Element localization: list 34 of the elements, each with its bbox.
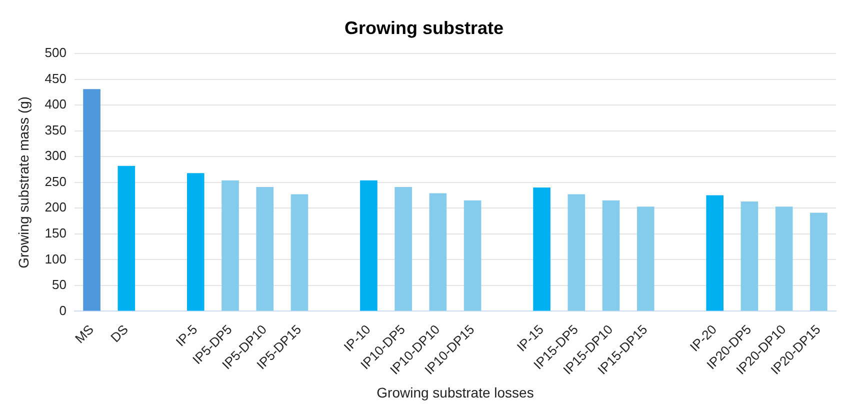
bar	[706, 195, 724, 311]
bar	[775, 206, 793, 311]
bar	[118, 166, 136, 311]
bar	[360, 180, 378, 311]
y-tick-label: 0	[59, 302, 66, 318]
bar	[256, 187, 274, 311]
y-tick-label: 150	[44, 226, 66, 240]
x-tick-label: MS	[72, 322, 97, 346]
chart-title: Growing substrate	[344, 18, 504, 38]
bar	[290, 194, 308, 311]
bar	[394, 187, 412, 311]
y-tick-label: 300	[44, 148, 66, 164]
y-tick-label: 100	[44, 251, 66, 266]
bar	[636, 206, 654, 311]
y-tick-label: 500	[44, 45, 66, 60]
bar	[464, 200, 482, 311]
y-tick-label: 50	[52, 277, 66, 292]
y-tick-label: 400	[44, 96, 66, 112]
y-axis-title: Growing substrate mass (g)	[15, 96, 32, 268]
y-tick-label: 450	[44, 70, 66, 86]
y-tick-label: 250	[44, 174, 66, 189]
x-tick-label: DS	[108, 322, 132, 346]
bar	[533, 188, 550, 311]
bar	[429, 193, 447, 311]
x-axis-title: Growing substrate losses	[376, 384, 534, 400]
y-tick-label: 350	[44, 122, 66, 138]
bar	[186, 173, 204, 311]
bar	[740, 201, 758, 311]
bar	[810, 212, 828, 311]
y-tick-label: 200	[44, 200, 66, 215]
bar	[222, 180, 239, 311]
bar	[83, 89, 100, 311]
bar	[568, 194, 586, 311]
bar	[602, 200, 620, 311]
